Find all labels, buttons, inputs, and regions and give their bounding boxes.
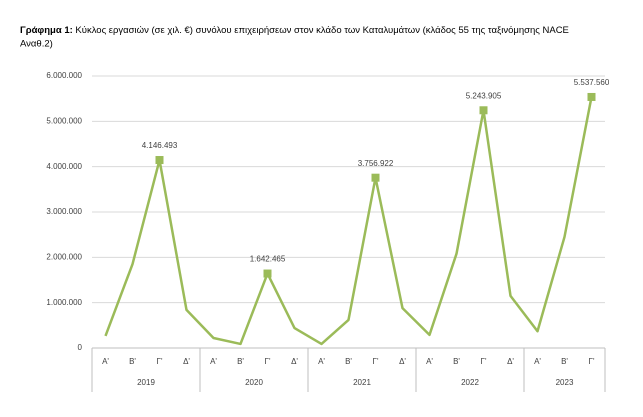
y-tick-label: 5.000.000 (46, 116, 82, 125)
data-line (104, 96, 593, 346)
marker (263, 269, 272, 278)
group-label: 2019 (137, 378, 155, 387)
y-tick-label: 2.000.000 (46, 252, 82, 261)
x-tick-label: Β' (453, 357, 460, 366)
data-label: 3.756.922 (358, 159, 394, 168)
x-tick-label: Δ' (183, 357, 190, 366)
title-label: Γράφημα 1: (20, 25, 73, 36)
x-tick-label: Γ' (589, 357, 595, 366)
title-text: Κύκλος εργασιών (σε χιλ. €) συνόλου επιχ… (75, 25, 568, 36)
x-tick-label: Α' (534, 357, 541, 366)
x-tick-label: Δ' (291, 357, 298, 366)
group-label: 2021 (353, 378, 371, 387)
data-label: 5.537.560 (574, 78, 610, 87)
x-tick-label: Δ' (507, 357, 514, 366)
x-tick-label: Δ' (399, 357, 406, 366)
x-tick-label: Α' (318, 357, 325, 366)
group-label: 2022 (461, 378, 479, 387)
data-label: 1.642.465 (250, 255, 286, 264)
marker (479, 106, 488, 115)
y-tick-label: 3.000.000 (46, 207, 82, 216)
chart-title-line2: Αναθ.2) (20, 39, 53, 50)
x-tick-label: Β' (561, 357, 568, 366)
x-tick-label: Α' (102, 357, 109, 366)
x-tick-label: Γ' (265, 357, 271, 366)
x-tick-label: Β' (237, 357, 244, 366)
x-tick-label: Γ' (157, 357, 163, 366)
x-tick-label: Γ' (481, 357, 487, 366)
x-tick-label: Α' (210, 357, 217, 366)
marker (587, 92, 596, 101)
y-tick-label: 0 (78, 343, 83, 352)
data-label: 4.146.493 (142, 141, 178, 150)
x-tick-label: Α' (426, 357, 433, 366)
chart-title: Γράφημα 1: Κύκλος εργασιών (σε χιλ. €) σ… (20, 25, 569, 36)
marker (155, 156, 164, 165)
x-tick-label: Γ' (373, 357, 379, 366)
data-label: 5.243.905 (466, 91, 502, 100)
marker (371, 173, 380, 182)
y-tick-label: 6.000.000 (46, 71, 82, 80)
x-tick-label: Β' (129, 357, 136, 366)
group-label: 2023 (556, 378, 574, 387)
x-tick-label: Β' (345, 357, 352, 366)
y-tick-label: 4.000.000 (46, 162, 82, 171)
group-label: 2020 (245, 378, 263, 387)
y-tick-label: 1.000.000 (46, 298, 82, 307)
